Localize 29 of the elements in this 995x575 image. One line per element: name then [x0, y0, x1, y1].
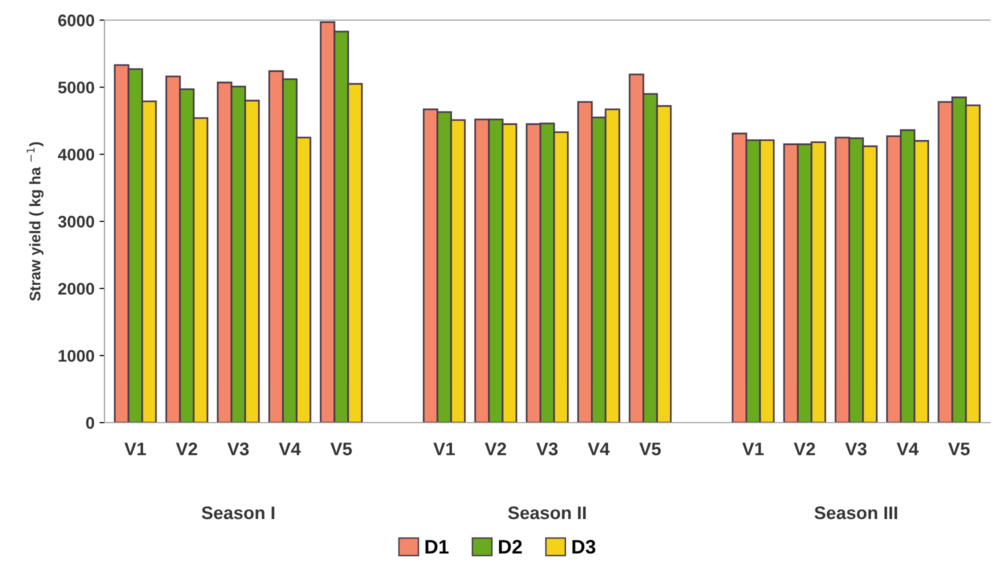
- y-axis-title: Straw yield ( kg ha $^{−1}$): [26, 142, 44, 301]
- x-tick-label: V2: [794, 442, 815, 456]
- y-tick-label: 6000: [58, 14, 94, 26]
- text: Season II: [508, 506, 586, 520]
- text: Season I: [202, 506, 274, 520]
- x-tick-label: V4: [278, 442, 301, 456]
- x-tick-label: V3: [227, 442, 249, 456]
- x-tick-label: V1: [433, 442, 455, 456]
- x-tick-label: V5: [330, 442, 352, 456]
- y-tick-label: 5000: [58, 82, 94, 94]
- legend-label: D3: [572, 540, 596, 554]
- y-tick-label: 4000: [58, 148, 94, 160]
- x-tick-label: V4: [588, 442, 610, 456]
- x-tick-label: V2: [176, 442, 198, 456]
- y-tick-label: 1000: [58, 350, 94, 362]
- y-tick-label: 3000: [58, 216, 94, 228]
- y-tick-label: 2000: [58, 282, 94, 295]
- y-tick-label: 0: [86, 417, 94, 429]
- x-tick-label: V3: [845, 442, 867, 456]
- x-tick-label: V3: [536, 442, 558, 456]
- x-tick-label: V1: [742, 442, 764, 456]
- text: Season III: [814, 506, 898, 520]
- x-tick-label: V1: [124, 442, 146, 456]
- x-tick-label: V4: [896, 442, 919, 456]
- legend-label: D1: [426, 540, 449, 554]
- x-tick-label: V5: [639, 442, 661, 456]
- x-tick-label: V2: [484, 442, 506, 456]
- x-tick-label: V5: [948, 442, 970, 456]
- legend-label: D2: [499, 540, 522, 554]
